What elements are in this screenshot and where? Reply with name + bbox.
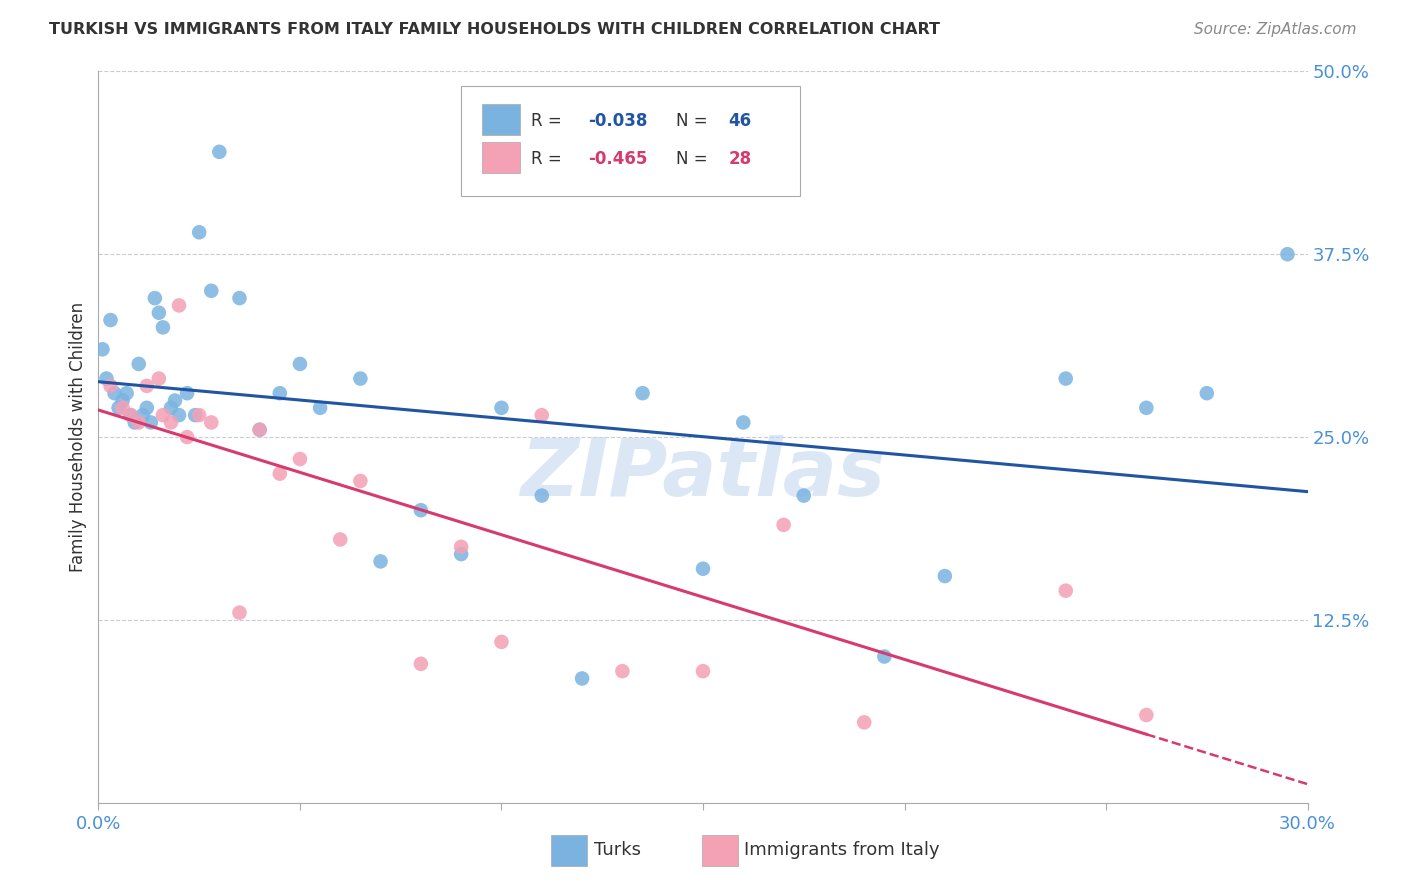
Point: [612, 664, 634, 678]
Point: [200, 284, 222, 298]
Text: N =: N =: [676, 112, 713, 130]
Point: [96, 371, 118, 385]
Point: [160, 416, 183, 430]
Point: [111, 393, 134, 408]
Point: [120, 408, 142, 422]
Point: [152, 408, 174, 422]
Point: [208, 145, 231, 159]
Point: [631, 386, 654, 401]
Point: [163, 393, 186, 408]
Text: TURKISH VS IMMIGRANTS FROM ITALY FAMILY HOUSEHOLDS WITH CHILDREN CORRELATION CHA: TURKISH VS IMMIGRANTS FROM ITALY FAMILY …: [49, 22, 941, 37]
Point: [288, 357, 311, 371]
Point: [349, 371, 371, 385]
Point: [249, 423, 271, 437]
Point: [530, 408, 553, 422]
Text: 28: 28: [728, 150, 752, 168]
Point: [329, 533, 352, 547]
Y-axis label: Family Households with Children: Family Households with Children: [69, 302, 87, 572]
Point: [135, 379, 157, 393]
Point: [1195, 386, 1218, 401]
Text: ZIPatlas: ZIPatlas: [520, 434, 886, 513]
Point: [160, 401, 183, 415]
Point: [269, 386, 291, 401]
Point: [370, 554, 392, 568]
Point: [176, 430, 198, 444]
FancyBboxPatch shape: [461, 86, 800, 195]
Text: R =: R =: [531, 112, 567, 130]
Point: [793, 489, 815, 503]
Point: [143, 291, 166, 305]
FancyBboxPatch shape: [482, 143, 520, 173]
FancyBboxPatch shape: [482, 104, 520, 135]
Text: -0.465: -0.465: [588, 150, 648, 168]
Point: [692, 562, 714, 576]
Point: [491, 401, 513, 415]
Point: [491, 635, 513, 649]
Point: [128, 357, 150, 371]
Point: [853, 715, 876, 730]
Point: [1054, 371, 1077, 385]
Point: [934, 569, 956, 583]
Point: [91, 343, 114, 357]
Point: [288, 452, 311, 467]
Point: [135, 401, 157, 415]
Text: 46: 46: [728, 112, 752, 130]
Point: [128, 416, 150, 430]
Point: [1277, 247, 1299, 261]
Point: [139, 416, 162, 430]
Point: [167, 408, 190, 422]
Point: [132, 408, 155, 422]
FancyBboxPatch shape: [702, 835, 738, 866]
Point: [571, 672, 593, 686]
Point: [409, 503, 432, 517]
Point: [167, 298, 190, 312]
Point: [733, 416, 755, 430]
Point: [200, 416, 222, 430]
Point: [148, 371, 170, 385]
Point: [309, 401, 332, 415]
Point: [530, 489, 553, 503]
Point: [120, 408, 142, 422]
Point: [269, 467, 291, 481]
Point: [152, 320, 174, 334]
Point: [100, 379, 122, 393]
Text: -0.038: -0.038: [588, 112, 648, 130]
Point: [228, 606, 250, 620]
Point: [184, 408, 207, 422]
Point: [1135, 401, 1157, 415]
Point: [228, 291, 250, 305]
Point: [188, 225, 211, 239]
Text: Immigrants from Italy: Immigrants from Italy: [744, 841, 939, 859]
Point: [188, 408, 211, 422]
Point: [100, 313, 122, 327]
Text: N =: N =: [676, 150, 713, 168]
Point: [772, 517, 794, 532]
Point: [1054, 583, 1077, 598]
Point: [111, 401, 134, 415]
Point: [450, 547, 472, 561]
Point: [692, 664, 714, 678]
Point: [107, 401, 129, 415]
Point: [450, 540, 472, 554]
Text: R =: R =: [531, 150, 567, 168]
Point: [1135, 708, 1157, 723]
Point: [249, 423, 271, 437]
Point: [873, 649, 896, 664]
Point: [124, 416, 146, 430]
Point: [409, 657, 432, 671]
Text: Source: ZipAtlas.com: Source: ZipAtlas.com: [1194, 22, 1357, 37]
Point: [349, 474, 371, 488]
Text: Turks: Turks: [595, 841, 641, 859]
FancyBboxPatch shape: [551, 835, 586, 866]
Point: [176, 386, 198, 401]
Point: [115, 386, 138, 401]
Point: [148, 306, 170, 320]
Point: [103, 386, 125, 401]
